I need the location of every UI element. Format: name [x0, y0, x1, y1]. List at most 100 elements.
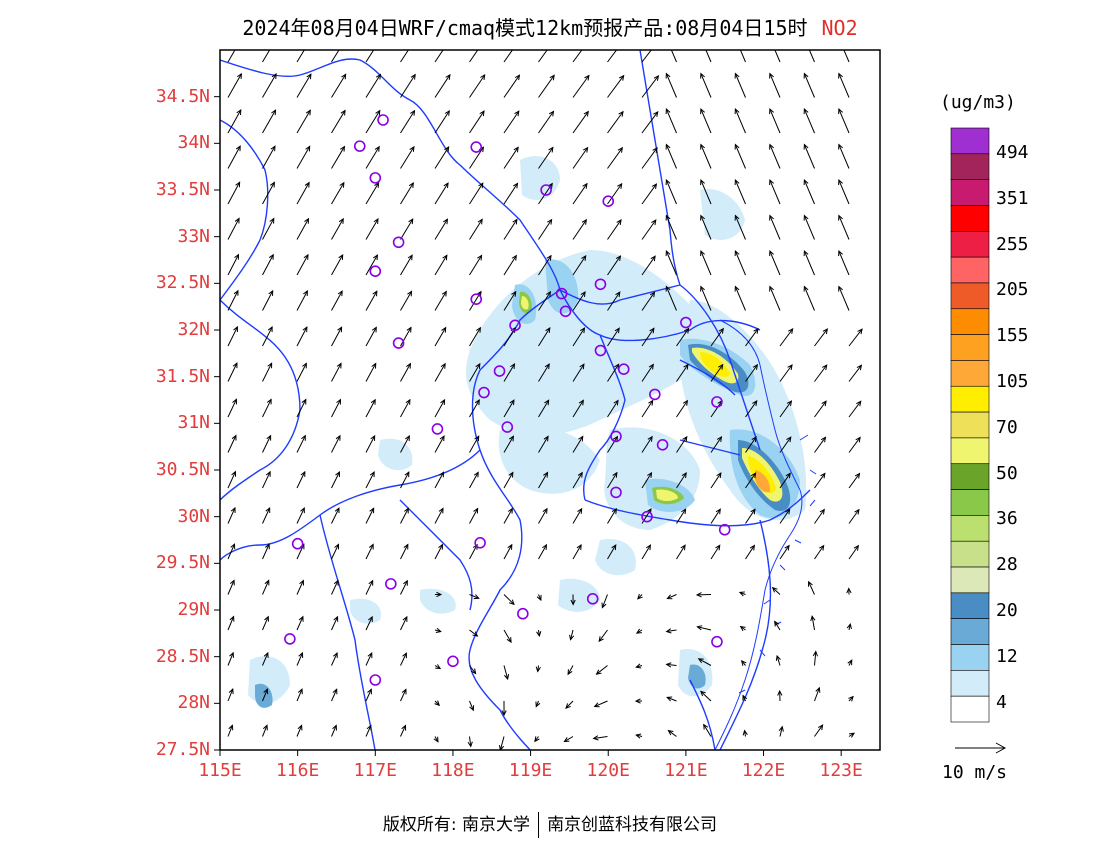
legend-swatch: [950, 515, 990, 542]
wind-arrow-head: [340, 109, 346, 116]
legend-swatch: [950, 153, 990, 180]
wind-arrow: [227, 471, 236, 489]
wind-arrow-head: [235, 181, 241, 188]
wind-arrow-head: [769, 214, 774, 221]
wind-arrow-head: [838, 285, 843, 292]
wind-arrow-head: [404, 471, 410, 478]
wind-arrow: [838, 144, 850, 169]
wind-arrow: [814, 724, 824, 737]
wind-arrow-head: [235, 145, 241, 152]
wind-arrow-head: [480, 74, 486, 81]
wind-arrow-head: [592, 735, 599, 741]
wind-arrow: [296, 399, 307, 418]
wind-arrow-head: [615, 291, 621, 298]
wind-arrow: [700, 73, 712, 98]
wind-arrow-head: [229, 615, 235, 622]
wind-arrow: [676, 364, 689, 382]
wind-arrow: [499, 736, 505, 750]
wind-arrow-head: [576, 543, 582, 550]
wind-arrow: [434, 327, 447, 347]
wind-arrow-head: [857, 328, 863, 335]
wind-arrow-head: [734, 214, 740, 221]
wind-arrow-head: [854, 472, 861, 479]
wind-arrow-head: [304, 217, 310, 224]
wind-arrow-head: [439, 435, 445, 442]
wind-arrow-head: [700, 690, 706, 697]
lat-label: 29.5N: [155, 552, 210, 574]
wind-arrow: [434, 508, 444, 524]
wind-arrow: [745, 509, 756, 524]
wind-arrow: [814, 473, 826, 489]
wind-arrow-head: [734, 249, 740, 257]
wind-arrow-head: [563, 737, 570, 743]
wind-arrow-head: [234, 253, 240, 260]
wind-arrow-head: [265, 543, 270, 550]
wind-arrow-head: [544, 399, 550, 406]
lat-label: 32.5N: [155, 272, 210, 294]
wind-arrow-head: [651, 183, 658, 190]
wind-arrow-head: [651, 219, 657, 226]
wind-arrow-head: [266, 398, 272, 405]
wind-arrow-head: [771, 586, 778, 593]
wind-arrow-head: [297, 724, 303, 731]
lon-label: 115E: [198, 760, 242, 781]
wind-arrow: [641, 50, 652, 63]
wind-arrow: [607, 436, 618, 453]
station-marker: [501, 421, 514, 433]
wind-arrow: [262, 616, 269, 631]
wind-arrow-head: [653, 110, 659, 117]
wind-arrow-head: [647, 471, 653, 478]
wind-arrow: [262, 50, 271, 63]
wind-arrow-head: [577, 507, 583, 514]
wind-arrow: [503, 110, 520, 134]
wind-arrow: [296, 507, 305, 524]
wind-arrow: [665, 108, 677, 134]
wind-arrow-head: [803, 249, 809, 257]
legend-label: 351: [996, 187, 1029, 209]
wind-arrow: [667, 594, 677, 600]
wind-arrow: [697, 626, 712, 631]
wind-arrow-head: [548, 110, 555, 117]
wind-arrow-head: [332, 724, 337, 731]
wind-arrow-head: [769, 285, 774, 292]
wind-arrow-head: [300, 507, 305, 514]
wind-arrow-head: [370, 434, 376, 441]
wind-arrow: [838, 179, 850, 205]
wind-arrow: [774, 621, 781, 631]
wind-arrow-head: [545, 327, 551, 334]
wind-arrow: [838, 215, 850, 240]
wind-arrow: [469, 74, 486, 98]
wind-arrow-head: [613, 399, 619, 406]
wind-arrow: [400, 544, 409, 560]
wind-arrow-head: [665, 285, 671, 292]
wind-arrow-head: [477, 218, 483, 225]
wind-arrow-head: [406, 326, 412, 333]
wind-arrow-head: [716, 436, 723, 442]
wind-arrow-head: [403, 579, 408, 586]
wind-arrow-head: [375, 73, 382, 80]
wind-arrow: [666, 663, 677, 666]
wind-arrow: [365, 218, 379, 240]
station-marker: [284, 633, 296, 645]
legend-label: 155: [996, 325, 1029, 347]
wind-arrow-head: [815, 686, 821, 693]
wind-arrow-head: [544, 363, 550, 370]
wind-arrow-head: [601, 602, 607, 609]
wind-arrow: [808, 581, 815, 595]
wind-arrow-head: [567, 669, 573, 676]
wind-arrow: [262, 544, 270, 560]
wind-arrow-head: [303, 253, 309, 260]
wind-arrow: [262, 507, 271, 524]
wind-arrow: [331, 471, 340, 489]
wind-arrow-head: [269, 217, 275, 224]
wind-arrow: [262, 471, 271, 489]
wind-arrow-head: [784, 544, 790, 551]
wind-arrow-head: [516, 39, 520, 44]
wind-arrow: [665, 215, 677, 240]
wind-arrow: [676, 544, 686, 560]
wind-arrow-head: [740, 659, 747, 666]
wind-arrow-head: [542, 543, 548, 550]
wind-arrow-head: [231, 434, 237, 441]
wind-arrow-head: [582, 182, 588, 189]
wind-arrow-head: [474, 399, 480, 406]
